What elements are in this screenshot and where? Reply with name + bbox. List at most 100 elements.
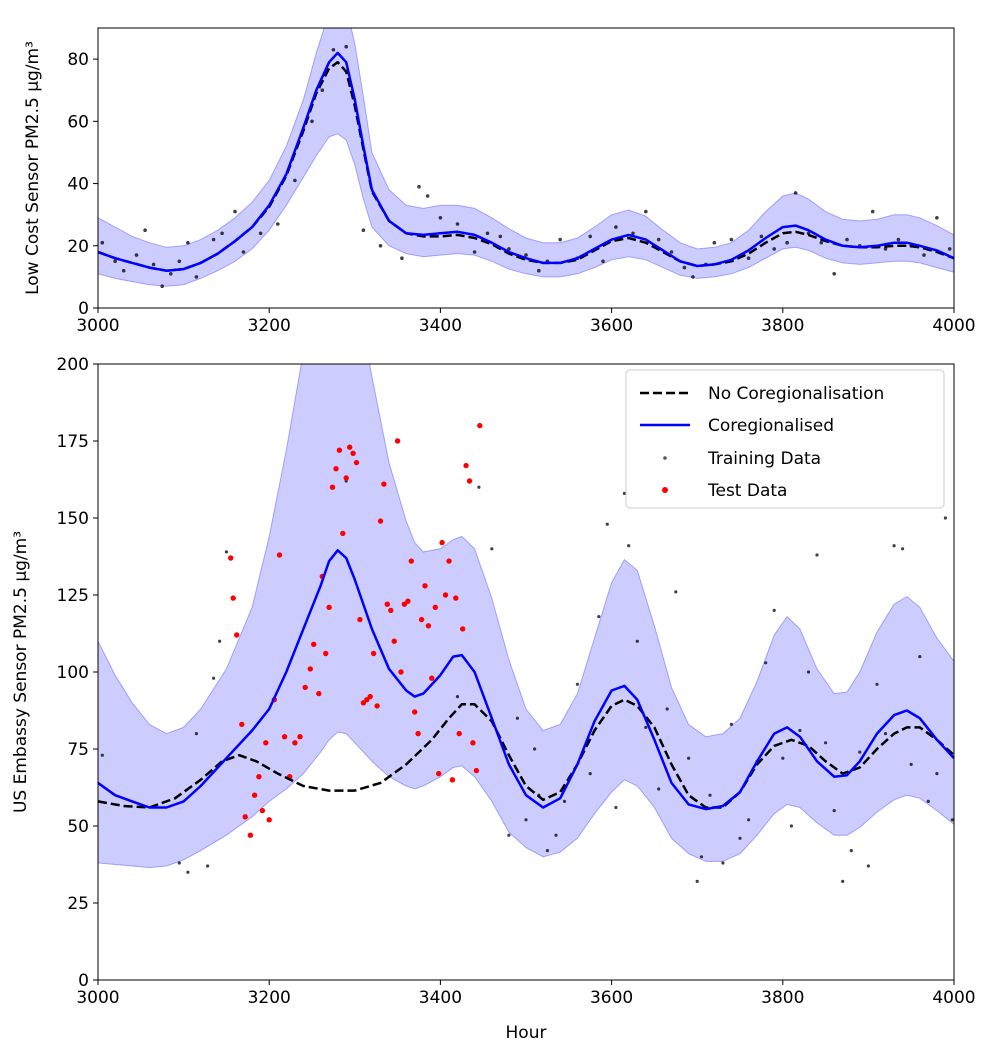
test-data-point [446,558,452,564]
training-data-point [455,695,460,699]
y-tick-label: 75 [67,740,89,760]
training-data-point [901,547,905,551]
training-data-point [524,253,528,257]
y-tick-label: 125 [57,586,89,606]
test-data-point [377,518,384,524]
training-data-point [729,237,734,242]
training-data-point [635,639,639,643]
training-data-point [455,222,460,226]
training-data-point [631,231,635,236]
x-tick-label: 3600 [590,316,633,336]
x-tick-label: 4000 [932,988,975,1008]
training-data-point [545,849,550,853]
training-data-point [601,259,605,264]
training-data-point [712,240,717,245]
training-data-point [417,184,421,189]
top-y-axis-label: Low Cost Sensor PM2.5 μg/m³ [23,41,43,295]
training-data-point [926,799,930,804]
training-data-point [151,262,156,267]
training-data-point [194,275,199,279]
y-tick-label: 20 [67,237,89,257]
y-tick-label: 50 [67,817,89,837]
training-data-point [824,741,828,745]
training-data-point [622,491,627,495]
bottom-subplot: 3000 3200 3400 3600 3800 4000 0 25 50 75 100 125 150… [11,355,976,1043]
training-data-point [674,590,678,594]
test-data-point [311,641,317,647]
training-data-point [644,725,648,730]
test-data-point [329,484,336,490]
training-data-point [627,544,631,548]
training-data-point [438,216,443,220]
training-data-point [657,787,661,791]
test-data-point [230,595,236,601]
top-confidence-band [98,28,954,287]
test-data-point [384,601,390,607]
training-data-point [747,818,751,822]
training-data-point [950,818,954,822]
test-data-point [367,693,373,700]
test-data-point [353,459,360,466]
training-data-point [605,522,609,526]
y-tick-label: 0 [78,971,89,991]
training-data-point [533,747,537,751]
test-data-point [256,774,262,780]
training-data-point [400,256,404,261]
test-data-point [302,684,308,691]
legend-label-training-data: Training Data [707,449,821,469]
legend-swatch-test-data [662,487,668,493]
training-data-point [849,849,853,853]
test-data-point [381,481,387,487]
training-data-point [772,608,776,613]
top-training-data-points [100,44,952,289]
training-data-point [562,799,567,804]
training-data-point [614,805,618,810]
training-data-point [293,178,297,183]
test-data-point [251,792,258,798]
training-data-point [708,793,712,797]
training-data-point [832,809,836,813]
training-data-point [331,48,336,52]
x-tick-label: 3200 [248,988,291,1008]
test-data-point [326,604,332,610]
test-data-point [266,817,272,823]
test-data-point [453,595,459,601]
test-data-point [247,832,254,838]
test-data-point [429,675,435,681]
x-tick-label: 3400 [419,988,462,1008]
training-data-point [100,753,104,757]
top-plot-frame [97,27,955,309]
top-subplot: 3000 3200 3400 3600 3800 4000 0 20 40 60 80 Low Co… [23,27,976,336]
training-data-point [935,216,939,220]
training-data-point [134,253,139,257]
test-data-point [281,734,288,740]
training-data-point [746,256,751,261]
test-data-point [374,703,380,709]
legend: No Coregionalisation Coregionalised Trai… [625,369,945,509]
y-tick-label: 0 [78,299,89,319]
training-data-point [218,639,222,643]
test-data-point [470,740,476,746]
training-data-point [892,544,896,548]
test-data-point [323,650,329,657]
training-data-point [507,247,511,251]
test-data-point [425,623,432,629]
training-data-point [841,879,845,884]
test-data-point [463,462,469,469]
training-data-point [669,250,674,254]
training-data-point [588,234,592,239]
training-data-point [537,268,541,273]
y-tick-label: 175 [57,432,89,452]
training-data-point [870,209,875,214]
training-data-point [233,209,237,214]
training-data-point [699,855,704,859]
training-data-point [143,228,147,232]
x-tick-label: 3000 [76,316,119,336]
training-data-point [815,553,819,557]
training-data-point [575,682,580,686]
training-data-point [665,707,669,711]
test-data-point [422,583,428,589]
training-data-point [918,655,922,659]
training-data-point [588,772,592,776]
training-data-point [498,234,503,239]
